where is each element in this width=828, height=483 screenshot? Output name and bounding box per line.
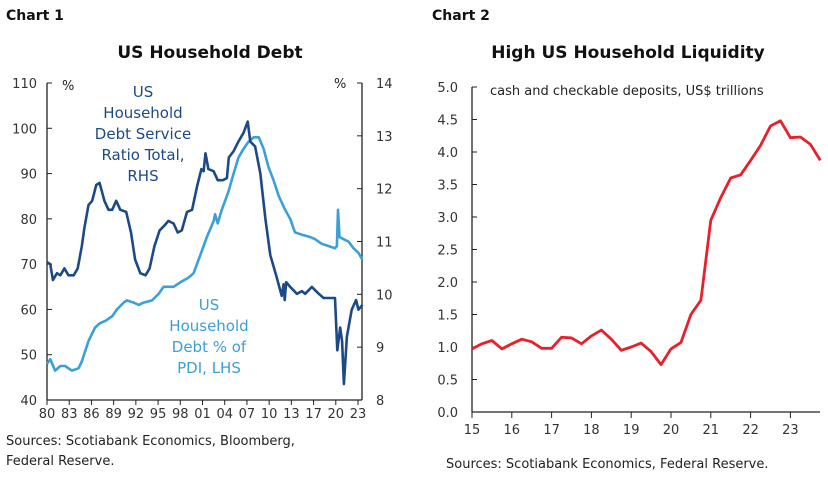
y-tick-label: 3.0 bbox=[437, 211, 458, 226]
legend-label-debt-service-ratio: US bbox=[133, 83, 154, 101]
legend-label-debt-service-ratio: Household bbox=[103, 104, 182, 122]
left-tick-label: 110 bbox=[12, 77, 37, 92]
legend-label-debt-to-pdi: Debt % of bbox=[172, 338, 247, 356]
left-tick-label: 80 bbox=[20, 213, 37, 228]
left-tick-label: 50 bbox=[20, 349, 37, 364]
chart1-right-unit: % bbox=[334, 77, 346, 92]
chart2-plot: 0.0 0.5 1.0 1.5 2.0 2.5 3.0 3.5 4.0 4.5 5.0 15 16 17 1… bbox=[437, 81, 822, 438]
x-tick-label: 19 bbox=[623, 423, 640, 438]
left-tick-label: 90 bbox=[20, 168, 37, 183]
x-tick-label: 20 bbox=[663, 423, 680, 438]
right-tick-label: 11 bbox=[376, 236, 393, 251]
x-tick-label: 15 bbox=[464, 423, 481, 438]
y-tick-label: 5.0 bbox=[437, 81, 458, 96]
left-tick-label: 60 bbox=[20, 303, 37, 318]
legend-label-debt-to-pdi: Household bbox=[169, 317, 248, 335]
x-tick-label: 86 bbox=[83, 407, 100, 422]
left-tick-label: 100 bbox=[12, 122, 37, 137]
chart1-label: Chart 1 bbox=[6, 8, 64, 24]
chart2-sources: Sources: Scotiabank Economics, Federal R… bbox=[446, 457, 769, 472]
y-tick-label: 2.5 bbox=[437, 244, 458, 259]
chart1-title: US Household Debt bbox=[117, 43, 302, 63]
x-tick-label: 22 bbox=[742, 423, 759, 438]
y-tick-label: 4.5 bbox=[437, 114, 458, 129]
left-tick-label: 40 bbox=[20, 394, 37, 409]
series-cash-deposits bbox=[471, 119, 822, 367]
x-tick-label: 01 bbox=[194, 407, 211, 422]
x-tick-label: 17 bbox=[543, 423, 560, 438]
x-tick-label: 18 bbox=[583, 423, 600, 438]
legend-label-debt-to-pdi: PDI, LHS bbox=[177, 359, 241, 377]
right-tick-label: 12 bbox=[376, 183, 393, 198]
x-tick-label: 17 bbox=[305, 407, 322, 422]
x-tick-label: 23 bbox=[350, 407, 367, 422]
x-tick-label: 80 bbox=[39, 407, 56, 422]
x-tick-label: 21 bbox=[703, 423, 720, 438]
chart2-subtitle: cash and checkable deposits, US$ trillio… bbox=[490, 84, 764, 99]
y-tick-label: 1.0 bbox=[437, 341, 458, 356]
left-tick-label: 70 bbox=[20, 258, 37, 273]
x-tick-label: 95 bbox=[150, 407, 167, 422]
y-tick-label: 2.0 bbox=[437, 276, 458, 291]
y-tick-label: 0.0 bbox=[437, 406, 458, 421]
x-tick-label: 10 bbox=[261, 407, 278, 422]
right-tick-label: 8 bbox=[376, 394, 384, 409]
x-tick-label: 92 bbox=[128, 407, 145, 422]
x-tick-label: 23 bbox=[782, 423, 799, 438]
legend-label-debt-service-ratio: RHS bbox=[127, 167, 158, 185]
series-debt-service-ratio bbox=[46, 120, 364, 386]
legend-label-debt-to-pdi: US bbox=[199, 296, 220, 314]
y-tick-label: 1.5 bbox=[437, 309, 458, 324]
series-debt-to-pdi bbox=[45, 136, 364, 372]
chart1-sources-line2: Federal Reserve. bbox=[6, 454, 114, 469]
x-tick-label: 16 bbox=[504, 423, 521, 438]
right-tick-label: 14 bbox=[376, 77, 393, 92]
x-tick-label: 07 bbox=[239, 407, 256, 422]
chart1-left-unit: % bbox=[62, 79, 74, 94]
chart2-label: Chart 2 bbox=[432, 8, 490, 24]
y-tick-label: 3.5 bbox=[437, 179, 458, 194]
chart2-title: High US Household Liquidity bbox=[491, 43, 765, 63]
right-tick-label: 10 bbox=[376, 288, 393, 303]
x-tick-label: 83 bbox=[61, 407, 78, 422]
y-tick-label: 0.5 bbox=[437, 374, 458, 389]
legend-label-debt-service-ratio: Debt Service bbox=[95, 125, 191, 143]
chart1-sources-line1: Sources: Scotiabank Economics, Bloomberg… bbox=[6, 434, 295, 449]
right-tick-label: 13 bbox=[376, 130, 393, 145]
y-tick-label: 4.0 bbox=[437, 146, 458, 161]
x-tick-label: 89 bbox=[105, 407, 122, 422]
x-tick-label: 20 bbox=[328, 407, 345, 422]
x-tick-label: 13 bbox=[283, 407, 300, 422]
x-tick-label: 98 bbox=[172, 407, 189, 422]
legend-label-debt-service-ratio: Ratio Total, bbox=[101, 146, 184, 164]
x-tick-label: 04 bbox=[216, 407, 233, 422]
right-tick-label: 9 bbox=[376, 341, 384, 356]
